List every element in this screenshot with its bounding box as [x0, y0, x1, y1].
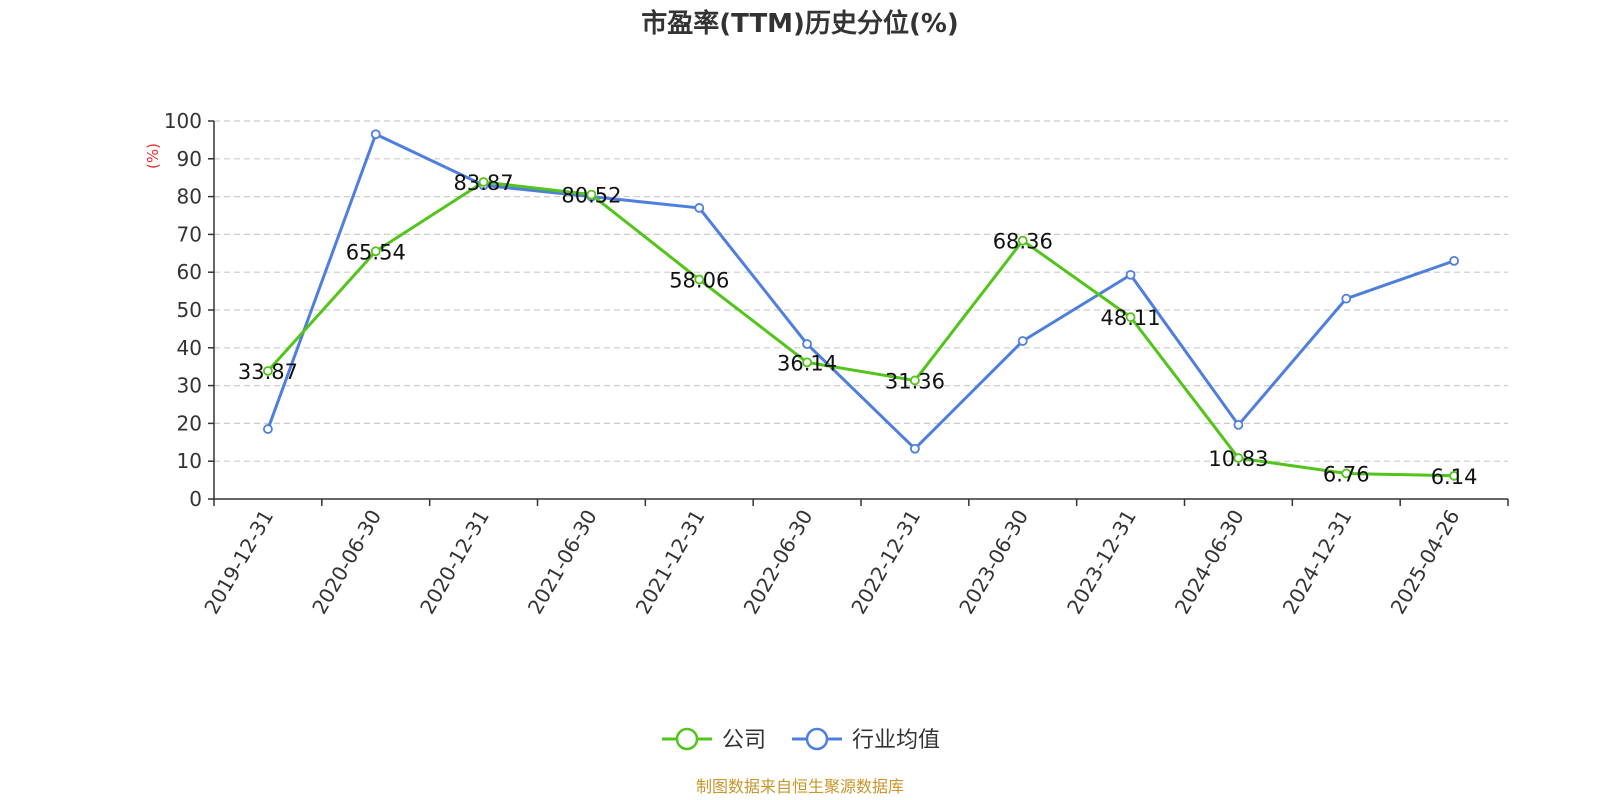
y-tick-label: 0: [189, 487, 202, 511]
data-point-1[interactable]: [1125, 269, 1136, 280]
y-tick-label: 10: [177, 449, 202, 473]
data-point-0[interactable]: [1233, 453, 1244, 463]
x-tick-label: 2024-06-30: [1170, 506, 1249, 619]
data-point-0[interactable]: [1125, 312, 1136, 323]
data-point-0[interactable]: [478, 177, 489, 187]
data-point-0[interactable]: [802, 357, 812, 368]
series-line-1: [266, 132, 1455, 451]
y-tick-label: 60: [177, 260, 202, 284]
x-tick-label: 2022-12-31: [846, 506, 925, 619]
data-label: 31.36: [885, 369, 945, 393]
chart-title: 市盈率(TTM)历史分位(%): [641, 8, 959, 39]
y-tick-label: 80: [177, 185, 202, 209]
y-tick-label: 30: [177, 374, 202, 398]
legend-item-0[interactable]: 公司: [662, 727, 766, 753]
y-tick-label: 20: [177, 411, 202, 435]
data-label: 65.54: [346, 240, 406, 264]
data-label: 83.87: [454, 171, 514, 195]
x-tick-label: 2024-12-31: [1278, 506, 1357, 619]
data-label: 10.83: [1208, 447, 1268, 471]
data-point-0[interactable]: [1341, 468, 1352, 479]
data-label: 33.87: [238, 360, 298, 384]
data-point-0[interactable]: [586, 189, 597, 200]
data-point-0[interactable]: [910, 375, 920, 386]
data-point-1[interactable]: [370, 129, 381, 140]
y-tick-label: 70: [177, 222, 202, 246]
series-line-0: [266, 180, 1455, 478]
x-tick-label: 2023-12-31: [1062, 506, 1141, 619]
legend[interactable]: 公司 行业均值: [662, 727, 940, 753]
legend-label: 行业均值: [852, 728, 940, 753]
data-point-0[interactable]: [370, 246, 381, 257]
x-tick-label: 2019-12-31: [199, 506, 278, 619]
data-point-0[interactable]: [694, 274, 705, 285]
data-label: 6.76: [1323, 462, 1370, 486]
data-point-1[interactable]: [1449, 255, 1459, 266]
x-tick-label: 2025-04-26: [1386, 506, 1465, 619]
data-point-1[interactable]: [910, 443, 920, 454]
y-tick-label: 50: [177, 298, 202, 322]
data-label: 36.14: [777, 351, 837, 375]
data-label: 68.36: [993, 230, 1053, 254]
y-tick-label: 100: [164, 109, 202, 133]
y-tick-label: 40: [177, 336, 202, 360]
source-note: 制图数据来自恒生聚源数据库: [696, 777, 904, 796]
data-label: 6.14: [1431, 465, 1478, 489]
x-tick-label: 2021-06-30: [523, 506, 602, 619]
data-label: 80.52: [561, 184, 621, 208]
data-point-0[interactable]: [263, 366, 273, 376]
legend-item-1[interactable]: 行业均值: [792, 727, 940, 753]
x-tick-label: 2023-06-30: [954, 506, 1033, 619]
data-label: 58.06: [669, 269, 729, 293]
grid-lines: [214, 120, 1508, 462]
data-point-1[interactable]: [802, 339, 812, 349]
x-tick-label: 2020-06-30: [307, 506, 386, 619]
data-point-0[interactable]: [1017, 235, 1028, 246]
data-point-1[interactable]: [263, 424, 273, 434]
y-axis-unit-label: (%): [144, 143, 162, 169]
series-lines: [263, 129, 1459, 481]
legend-marker: [675, 727, 699, 751]
legend-label: 公司: [722, 728, 766, 753]
legend-marker: [805, 727, 829, 751]
x-tick-label: 2022-06-30: [739, 506, 818, 619]
data-point-1[interactable]: [1233, 420, 1244, 430]
data-point-1[interactable]: [1017, 336, 1028, 346]
x-tick-label: 2020-12-31: [415, 506, 494, 619]
data-point-0[interactable]: [1449, 470, 1459, 481]
data-labels: 33.87 65.54 83.87 80.52 58.06 36.14 31.36 68.36…: [238, 171, 1478, 489]
data-label: 48.11: [1101, 306, 1161, 330]
x-tick-label: 2021-12-31: [631, 506, 710, 619]
y-tick-label: 90: [177, 147, 202, 171]
data-point-1[interactable]: [694, 203, 705, 213]
data-point-1[interactable]: [1341, 293, 1352, 304]
